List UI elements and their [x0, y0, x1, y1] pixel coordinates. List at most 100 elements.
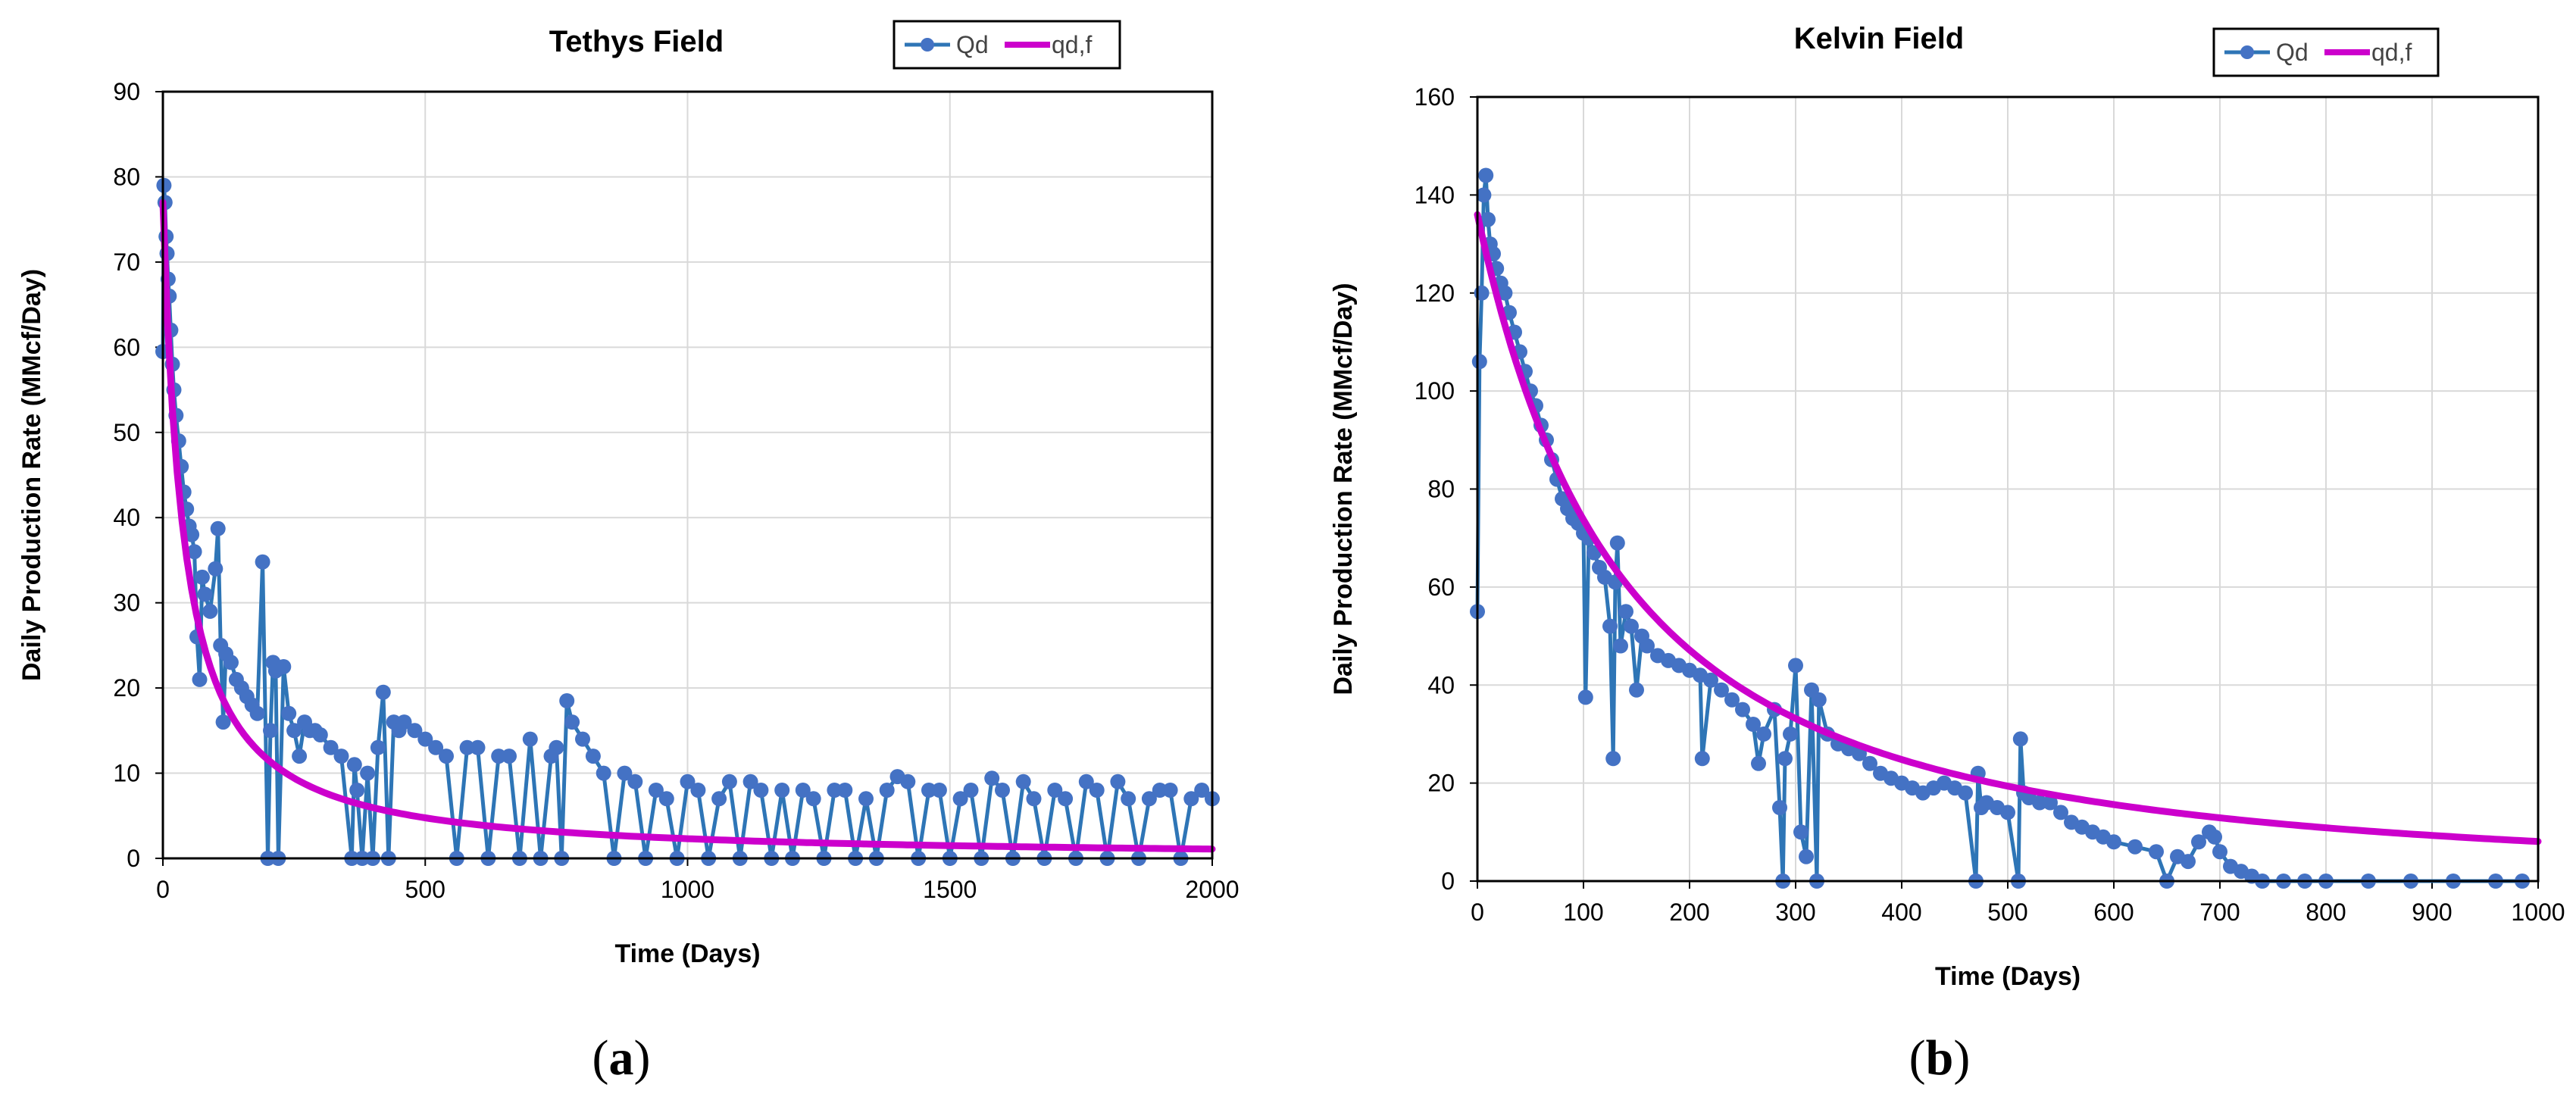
- qd-point: [197, 586, 213, 602]
- qd-point: [1618, 604, 1633, 620]
- qd-point: [1480, 211, 1496, 227]
- qd-point: [984, 770, 1000, 786]
- qd-point: [1777, 751, 1793, 767]
- qd-point: [2043, 795, 2058, 811]
- qd-point: [1714, 682, 1729, 698]
- qd-point: [375, 684, 391, 700]
- qd-point: [396, 714, 412, 730]
- y-tick-label: 100: [1415, 377, 1455, 405]
- qd-point: [742, 774, 758, 789]
- qd-point: [1478, 167, 1494, 183]
- qd-point: [648, 783, 664, 798]
- qd-point: [627, 774, 643, 789]
- y-tick-label: 40: [113, 504, 140, 531]
- qd-point: [1476, 187, 1492, 203]
- chart-title: Kelvin Field: [1794, 22, 1965, 55]
- legend-fit-label: qd,f: [1052, 31, 1092, 58]
- x-tick-label: 100: [1563, 899, 1603, 926]
- qd-point: [2191, 834, 2206, 850]
- qd-point: [1089, 783, 1105, 798]
- qd-point: [522, 731, 538, 747]
- y-tick-label: 70: [113, 248, 140, 276]
- qd-point: [333, 749, 349, 764]
- qd-point: [711, 791, 727, 807]
- qd-point: [1746, 717, 1761, 732]
- x-tick-labels: 0 500 1000 1500 2000: [156, 858, 1240, 903]
- qd-point: [1026, 791, 1042, 807]
- qd-point: [952, 791, 968, 807]
- qd-point: [1772, 800, 1787, 815]
- y-axis-label: Daily Production Rate (MMcf/Day): [17, 269, 46, 681]
- panel-paren: (: [592, 1030, 609, 1086]
- y-tick-label: 30: [113, 589, 140, 617]
- qd-point: [439, 749, 454, 764]
- qd-point: [1110, 774, 1126, 789]
- legend-qd-label: Qd: [956, 31, 989, 58]
- qd-point: [2012, 731, 2028, 747]
- qd-point: [921, 783, 936, 798]
- qd-fit-curve: [1474, 211, 2542, 845]
- y-tick-label: 80: [1427, 476, 1455, 503]
- qd-point: [184, 527, 200, 542]
- panel-letter: a: [609, 1030, 634, 1086]
- qd-point: [360, 765, 376, 781]
- y-tick-label: 40: [1427, 671, 1455, 699]
- qd-point: [1047, 783, 1063, 798]
- x-tick-label: 500: [1987, 899, 2027, 926]
- qd-point: [1703, 672, 1718, 688]
- qd-point: [281, 705, 297, 721]
- qd-point: [1862, 755, 1877, 771]
- qd-point: [837, 783, 853, 798]
- y-tick-label: 50: [113, 419, 140, 446]
- qd-point: [1793, 824, 1809, 840]
- qd-point: [2207, 829, 2222, 845]
- x-tick-label: 0: [156, 876, 170, 903]
- qd-point: [1958, 785, 1973, 801]
- y-tick-label: 120: [1415, 280, 1455, 307]
- qd-point: [1735, 702, 1750, 717]
- legend-fit-label: qd,f: [2371, 39, 2412, 66]
- y-tick-label: 60: [1427, 574, 1455, 601]
- x-tick-label: 1500: [923, 876, 977, 903]
- qd-point: [559, 693, 575, 708]
- panel-paren: (: [1909, 1030, 1926, 1086]
- qd-point: [459, 739, 475, 755]
- x-tick-label: 600: [2093, 899, 2134, 926]
- y-tick-label: 20: [113, 674, 140, 702]
- x-tick-label: 2000: [1185, 876, 1239, 903]
- qd-point: [286, 723, 302, 739]
- qd-point: [1471, 354, 1487, 370]
- qd-point: [795, 783, 811, 798]
- qd-point: [1783, 726, 1798, 742]
- qd-point: [370, 739, 386, 755]
- chart-kelvin-field: 0 100 200 300 400 500 600 700 800 900 1000 0 20 40 60…: [1329, 22, 2565, 1086]
- qd-point: [2032, 795, 2047, 811]
- qd-point: [202, 603, 218, 619]
- x-tick-label: 500: [405, 876, 445, 903]
- qd-point: [2106, 834, 2121, 850]
- qd-point: [186, 544, 202, 560]
- qd-point: [249, 705, 265, 721]
- qd-point: [585, 749, 601, 764]
- qd-point: [194, 569, 210, 585]
- y-tick-label: 0: [127, 845, 140, 872]
- x-tick-label: 700: [2199, 899, 2240, 926]
- legend: Qd qd,f: [893, 20, 1121, 70]
- qd-point: [858, 791, 874, 807]
- x-tick-labels: 0 100 200 300 400 500 600 700 800 900 1000: [1471, 881, 2565, 926]
- x-axis-label: Time (Days): [1935, 962, 2080, 991]
- legend: Qd qd,f: [2212, 27, 2440, 77]
- qd-point: [721, 774, 737, 789]
- panel-label: (b): [1909, 1030, 1971, 1086]
- qd-point: [2000, 805, 2015, 820]
- plot-area-frame: [1476, 95, 2540, 883]
- qd-point: [879, 783, 895, 798]
- qd-point: [346, 757, 362, 773]
- qd-point: [827, 783, 843, 798]
- qd-point: [2149, 844, 2164, 860]
- y-tick-label: 0: [1441, 867, 1455, 895]
- qd-point: [417, 731, 433, 747]
- qd-point: [1629, 682, 1644, 698]
- qd-point: [2127, 839, 2143, 855]
- qd-point: [323, 739, 339, 755]
